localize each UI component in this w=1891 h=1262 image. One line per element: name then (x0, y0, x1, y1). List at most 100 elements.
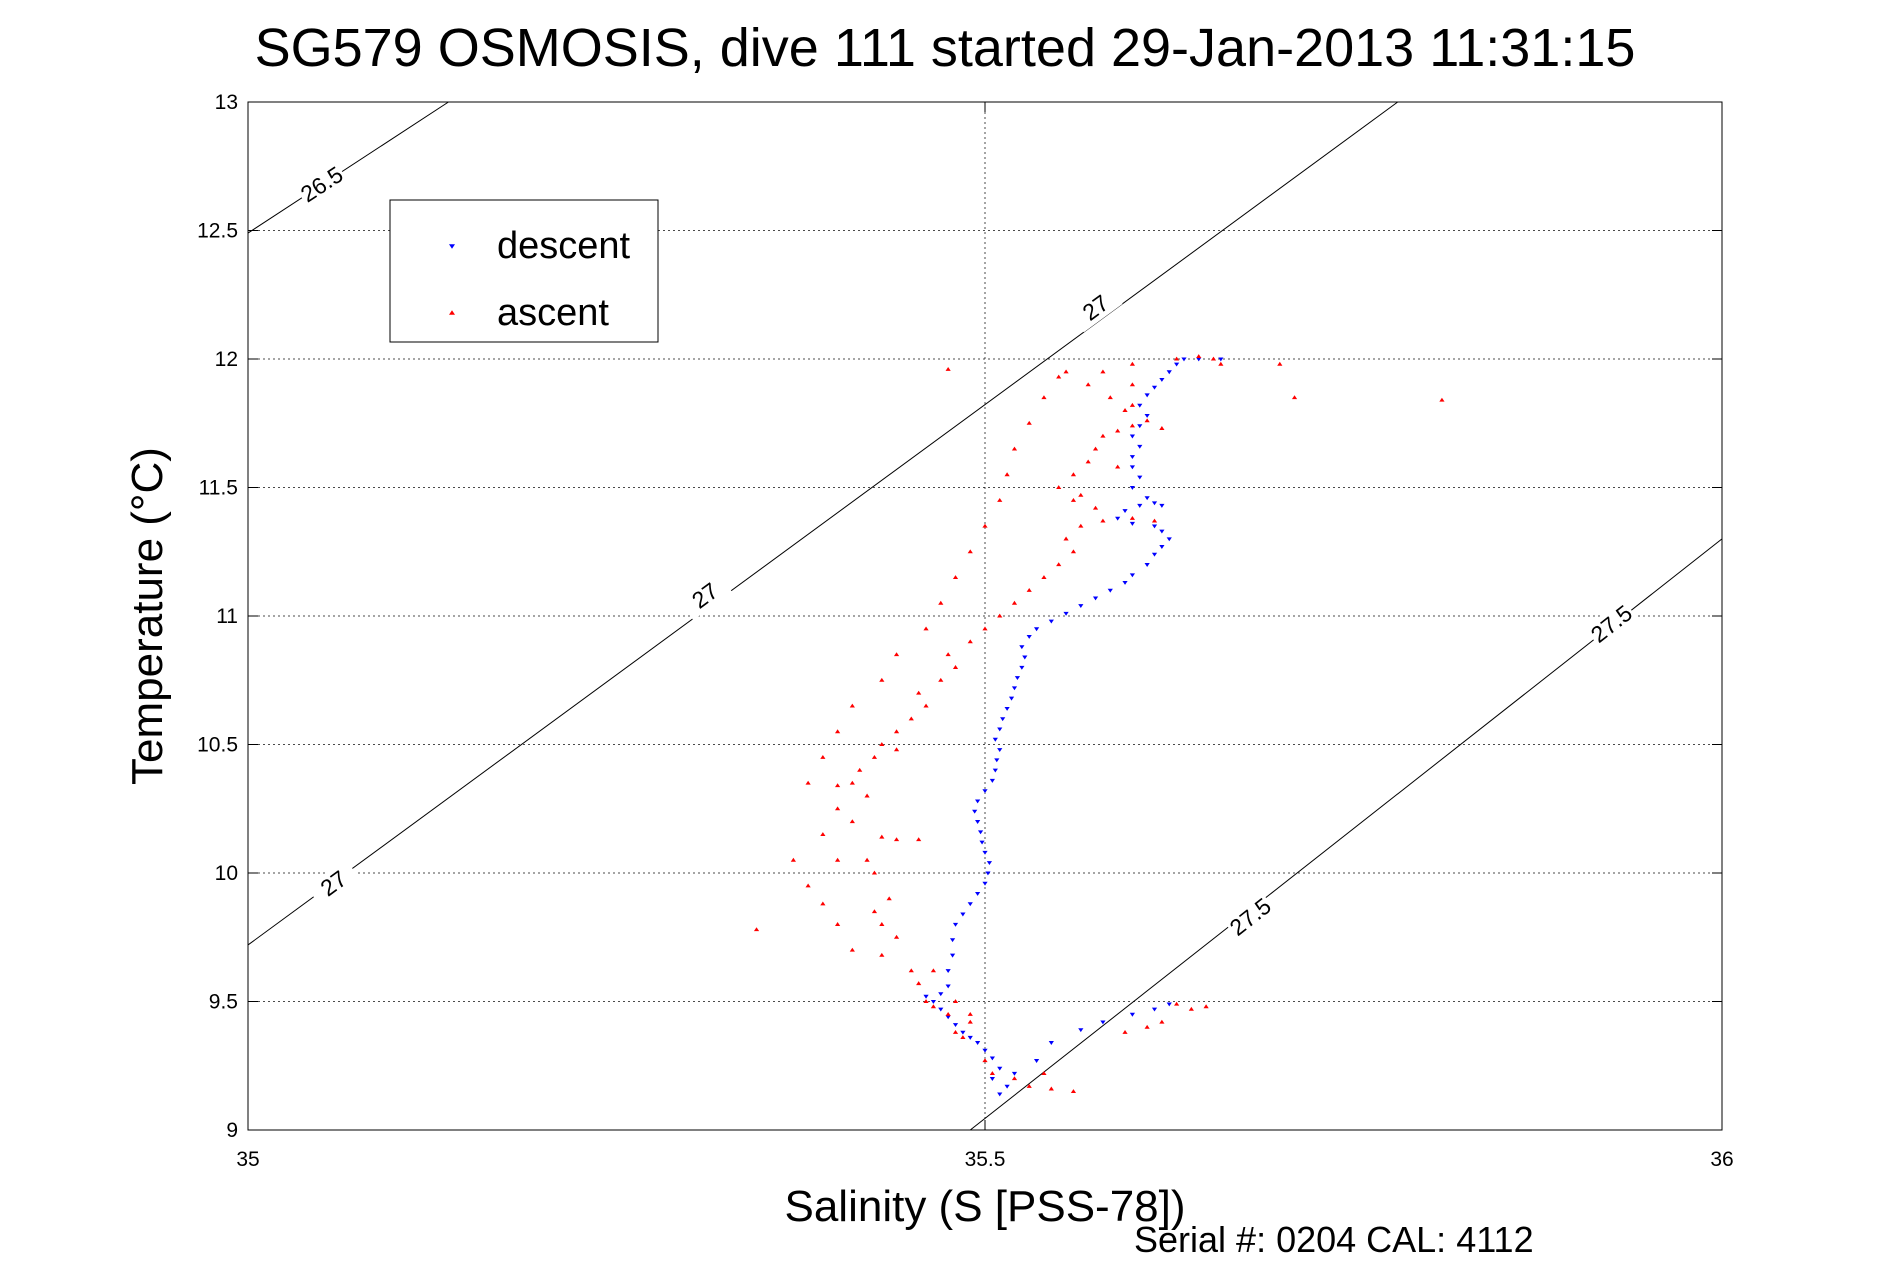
descent-point (938, 1007, 944, 1012)
descent-point (997, 727, 1003, 732)
serial-cal-label: Serial #: 0204 CAL: 4112 (1134, 1219, 1534, 1260)
ascent-point (952, 999, 959, 1004)
descent-point (1004, 706, 1010, 711)
descent-point (997, 1066, 1003, 1071)
ascent-point (1092, 505, 1099, 510)
ascent-point (849, 819, 855, 824)
ascent-point (1107, 395, 1113, 400)
descent-point (1166, 537, 1172, 542)
ascent-point (1144, 418, 1150, 423)
ascent-point (989, 1071, 995, 1076)
descent-point (1137, 503, 1143, 508)
ascent-point (1041, 1071, 1047, 1076)
ascent-point (1129, 382, 1135, 387)
descent-point (1137, 444, 1143, 449)
ascent-point (1011, 1076, 1018, 1081)
ascent-point (967, 1019, 973, 1024)
descent-point (972, 809, 978, 814)
ascent-point (908, 716, 914, 721)
ascent-point (1078, 492, 1084, 497)
contour-label-bg (294, 160, 349, 209)
ascent-point (1291, 395, 1298, 400)
ascent-point (1011, 446, 1018, 451)
ascent-point (1026, 420, 1032, 425)
descent-point (982, 850, 988, 855)
descent-point (1004, 1084, 1010, 1089)
data-points (753, 354, 1445, 1097)
descent-point (945, 984, 951, 989)
ascent-point (1159, 1019, 1165, 1024)
descent-point (1122, 509, 1128, 513)
ascent-point (1122, 1030, 1128, 1034)
density-contour-line (247, 101, 449, 234)
contour-label: 27.5 (1225, 893, 1276, 941)
ascent-point (1129, 423, 1135, 428)
ascent-point (864, 793, 870, 798)
ascent-point (835, 857, 841, 862)
ascent-point (945, 1012, 951, 1016)
ascent-point (1218, 361, 1224, 366)
descent-point (960, 1030, 966, 1035)
ascent-point (1085, 459, 1091, 464)
ascent-point (945, 366, 951, 371)
y-axis-label: Temperature (°C) (123, 447, 172, 785)
descent-point (1181, 357, 1187, 362)
descent-point (1000, 717, 1006, 722)
descent-point (1115, 516, 1121, 521)
descent-point (1144, 496, 1150, 501)
descent-point (1159, 378, 1165, 382)
descent-point (1159, 529, 1165, 534)
ascent-point (1056, 374, 1062, 379)
ascent-point (952, 665, 959, 669)
x-tick-label: 36 (1710, 1148, 1733, 1171)
descent-point (979, 840, 985, 845)
descent-point (1137, 475, 1143, 480)
descent-point (982, 881, 988, 886)
ascent-point (820, 901, 826, 906)
ascent-point (952, 575, 959, 580)
descent-point (960, 912, 966, 917)
chart-title: SG579 OSMOSIS, dive 111 started 29-Jan-2… (255, 18, 1636, 78)
ascent-point (1063, 536, 1069, 541)
ascent-point (930, 1004, 937, 1009)
ascent-point (916, 981, 922, 986)
descent-point (1137, 403, 1143, 408)
descent-point (1144, 563, 1150, 567)
ascent-point (805, 780, 811, 785)
y-tick-label: 11 (216, 605, 238, 628)
ascent-point (835, 783, 841, 788)
ascent-point (945, 652, 951, 657)
descent-point (975, 799, 981, 804)
descent-point (1092, 596, 1099, 601)
ascent-point (1100, 433, 1106, 438)
ascent-point (916, 690, 922, 695)
descent-point (1011, 1071, 1018, 1076)
descent-point (952, 922, 959, 927)
legend: descent ascent (389, 199, 659, 343)
y-tick-label: 12.5 (197, 220, 238, 243)
descent-point (1151, 501, 1158, 506)
contour-label-bg (1584, 598, 1639, 649)
ascent-point (967, 1012, 973, 1016)
ascent-point (893, 729, 900, 734)
descent-point (1078, 604, 1084, 609)
axis-ticks: 9 9.5 10 10.5 11 11.5 12 12.5 13 35 35.5 36 (197, 91, 1734, 1171)
y-tick-label: 10.5 (197, 734, 238, 757)
ascent-point (997, 498, 1003, 502)
ascent-point (790, 857, 796, 862)
y-tick-label: 11.5 (199, 477, 238, 500)
ascent-point (923, 703, 929, 708)
ascent-point (1011, 600, 1018, 605)
descent-point (997, 748, 1003, 752)
ascent-point (1196, 354, 1202, 358)
ascent-point (1439, 397, 1445, 402)
descent-point (1033, 1059, 1040, 1063)
descent-point (938, 992, 944, 997)
ascent-point (893, 652, 900, 657)
ascent-point (879, 834, 885, 839)
descent-point (1166, 1002, 1172, 1007)
descent-point (989, 1077, 995, 1081)
ascent-point (1070, 1089, 1077, 1094)
ascent-point (1070, 549, 1077, 554)
